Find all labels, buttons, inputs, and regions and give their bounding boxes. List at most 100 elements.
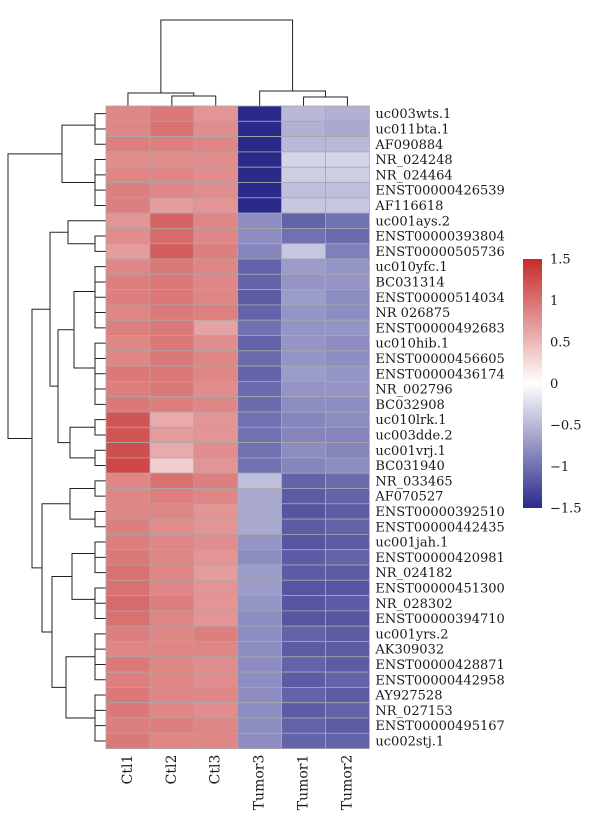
heatmap-cell <box>325 365 370 382</box>
heatmap-cell <box>281 335 326 352</box>
heatmap-cell <box>193 717 239 734</box>
heatmap-cell <box>149 136 195 153</box>
heatmap-cell <box>149 717 195 734</box>
heatmap-cell <box>149 610 195 627</box>
heatmap-cell <box>237 564 282 581</box>
heatmap-cell <box>105 457 151 474</box>
heatmap-cell <box>237 534 282 551</box>
heatmap-cell <box>105 549 151 566</box>
heatmap-cell <box>193 105 239 122</box>
heatmap-cell <box>281 273 326 290</box>
legend-tick-label: −1.5 <box>550 502 582 517</box>
heatmap-cell <box>325 335 370 352</box>
row-label: AF116618 <box>374 199 443 214</box>
heatmap-cell <box>325 350 370 367</box>
heatmap-cell <box>281 671 326 688</box>
heatmap-cell <box>105 534 151 551</box>
heatmap-cell <box>105 182 151 199</box>
heatmap-cell <box>149 549 195 566</box>
heatmap-cell <box>325 243 370 260</box>
legend-tick-label: 0 <box>550 377 558 392</box>
heatmap-cell <box>237 319 282 336</box>
heatmap-cell <box>237 243 282 260</box>
heatmap-cell <box>237 151 282 168</box>
heatmap-cell <box>237 549 282 566</box>
heatmap-cell <box>281 595 326 612</box>
heatmap-cell <box>281 289 326 306</box>
heatmap-cell <box>105 442 151 459</box>
heatmap-cell <box>149 243 195 260</box>
heatmap-cell <box>281 120 326 138</box>
heatmap-cell <box>149 656 195 673</box>
heatmap-cell <box>193 227 239 245</box>
heatmap-cell <box>193 289 239 306</box>
heatmap-cell <box>281 319 326 336</box>
row-label: ENST00000492683 <box>375 321 504 336</box>
heatmap-cell <box>105 518 151 535</box>
heatmap-cell <box>193 656 239 673</box>
heatmap-cell <box>149 350 195 367</box>
heatmap-cell <box>325 671 370 688</box>
heatmap-cell <box>105 732 151 749</box>
row-label: BC031940 <box>375 459 444 474</box>
row-label: ENST00000495167 <box>375 719 504 734</box>
row-label: ENST00000451300 <box>375 581 504 596</box>
heatmap-cell <box>193 319 239 336</box>
heatmap-cell <box>237 426 282 443</box>
row-label: uc010hib.1 <box>375 337 449 352</box>
heatmap-cell <box>237 273 282 290</box>
heatmap-cell <box>237 702 282 719</box>
heatmap-cell <box>237 579 282 596</box>
heatmap-cell <box>325 534 370 551</box>
heatmap-cell <box>193 625 239 642</box>
heatmap-cell <box>193 304 239 321</box>
heatmap-cell <box>237 641 282 658</box>
heatmap-cell <box>281 610 326 627</box>
heatmap-cell <box>149 396 195 413</box>
heatmap-cell <box>105 166 151 183</box>
heatmap-cell <box>149 442 195 459</box>
heatmap-cell <box>325 396 370 413</box>
row-label: uc001yrs.2 <box>375 627 448 642</box>
heatmap-cell <box>325 258 370 275</box>
heatmap-cell <box>325 717 370 734</box>
row-label: ENST00000392510 <box>375 505 504 520</box>
heatmap-cell <box>193 442 239 459</box>
legend-tick-label: −1 <box>550 460 569 475</box>
column-label: Ctl1 <box>120 755 136 785</box>
heatmap-cell <box>149 595 195 612</box>
heatmap-cell <box>193 411 239 428</box>
heatmap-cell <box>193 671 239 688</box>
heatmap-cell <box>193 182 239 199</box>
heatmap-cell <box>193 641 239 658</box>
row-label: NR_024248 <box>375 153 452 168</box>
heatmap-cell <box>281 227 326 245</box>
heatmap-cell <box>105 472 151 489</box>
heatmap-cell <box>149 426 195 443</box>
heatmap-cells <box>105 105 370 749</box>
heatmap-cell <box>281 702 326 719</box>
heatmap-cell <box>193 488 239 505</box>
heatmap-cell <box>325 120 370 138</box>
heatmap-cell <box>193 549 239 566</box>
heatmap-cell <box>105 304 151 321</box>
heatmap-cell <box>281 304 326 321</box>
heatmap-cell <box>325 702 370 719</box>
heatmap-cell <box>325 595 370 612</box>
heatmap-cell <box>237 687 282 704</box>
row-label: AF090884 <box>374 138 443 153</box>
row-label: BC032908 <box>375 398 444 413</box>
heatmap-cell <box>193 120 239 138</box>
heatmap-cell <box>193 136 239 153</box>
heatmap-cell <box>193 687 239 704</box>
column-label: Ctl2 <box>164 755 180 785</box>
heatmap-cell <box>281 182 326 199</box>
heatmap-cell <box>237 411 282 428</box>
legend-tick-label: −0.5 <box>550 419 582 434</box>
row-label: uc003wts.1 <box>375 107 451 122</box>
heatmap-cell <box>193 212 239 229</box>
column-label: Tumor1 <box>296 755 312 811</box>
heatmap-cell <box>105 702 151 719</box>
column-label: Ctl3 <box>208 755 224 785</box>
row-label: ENST00000442958 <box>375 673 504 688</box>
